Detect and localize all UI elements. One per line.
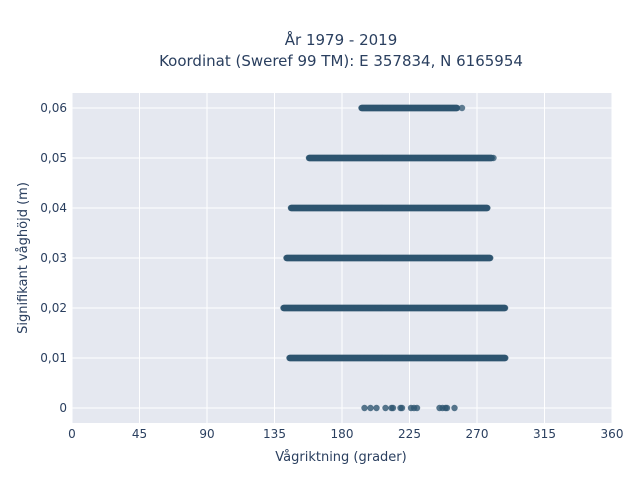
scatter-points (280, 104, 509, 412)
y-tick-label: 0,01 (40, 351, 67, 365)
x-tick-label: 135 (263, 427, 286, 441)
y-tick-label: 0,03 (40, 251, 67, 265)
scatter-point (361, 404, 368, 412)
scatter-point (367, 404, 374, 412)
x-tick-label: 315 (533, 427, 556, 441)
chart-title-line2: Koordinat (Sweref 99 TM): E 357834, N 61… (159, 52, 523, 70)
x-tick-label: 180 (331, 427, 354, 441)
scatter-point (490, 154, 497, 162)
x-tick-label: 45 (132, 427, 147, 441)
y-tick-label: 0,02 (40, 301, 67, 315)
y-tick-label: 0,05 (40, 151, 67, 165)
scatter-point (443, 404, 451, 412)
y-axis-title: Signifikant våghöjd (m) (16, 182, 31, 334)
x-tick-label: 360 (601, 427, 624, 441)
scatter-point (373, 404, 380, 412)
x-tick-label: 90 (199, 427, 214, 441)
chart-title-line1: År 1979 - 2019 (285, 30, 398, 49)
y-tick-label: 0 (59, 401, 67, 415)
scatter-point (453, 104, 461, 112)
scatter-point (398, 404, 406, 412)
y-tick-label: 0,04 (40, 201, 67, 215)
scatter-point (389, 404, 397, 412)
scatter-point (413, 404, 421, 412)
x-tick-labels: 0 45 90 135 180 225 270 315 360 (68, 427, 623, 441)
scatter-point (487, 254, 494, 262)
y-tick-label: 0,06 (40, 101, 67, 115)
x-tick-label: 270 (466, 427, 489, 441)
x-axis-title: Vågriktning (grader) (275, 450, 406, 465)
scatter-point (484, 204, 491, 212)
x-tick-label: 0 (68, 427, 76, 441)
scatter-point (382, 404, 389, 412)
scatter-point (502, 354, 509, 362)
y-tick-labels: 0 0,01 0,02 0,03 0,04 0,05 0,06 (40, 101, 67, 415)
scatter-point (501, 304, 509, 312)
x-tick-label: 225 (398, 427, 421, 441)
scatter-point (451, 404, 458, 412)
scatter-point (458, 104, 466, 112)
